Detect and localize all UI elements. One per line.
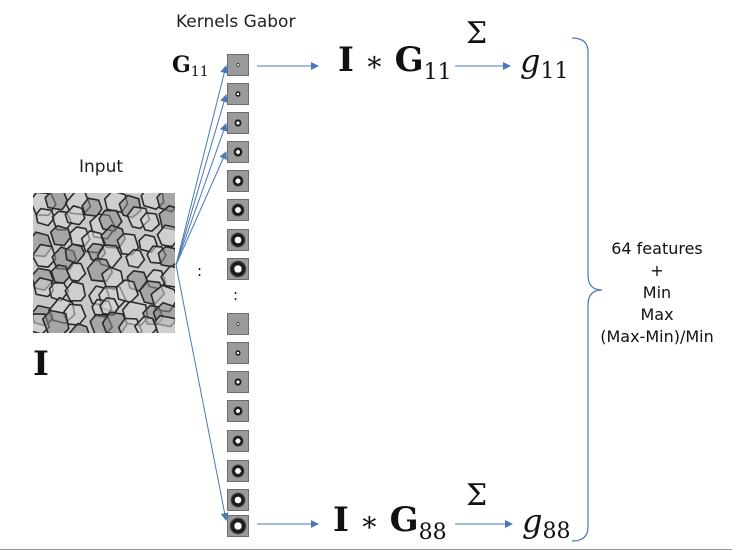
- kernel-pattern: [235, 349, 241, 357]
- kernel-pattern: [236, 62, 240, 68]
- gabor-kernel-icon: [227, 170, 249, 192]
- features-brace: [571, 37, 603, 542]
- features-ratio: (Max-Min)/Min: [600, 327, 714, 346]
- kernel-pattern: [229, 259, 247, 279]
- kernel-pattern: [229, 516, 247, 536]
- input-to-kernel-arrow: [175, 123, 228, 266]
- features-plus: +: [650, 261, 664, 280]
- features-count: 64 features: [611, 239, 703, 258]
- kernel-pattern: [236, 321, 240, 327]
- kernels-title: Kernels Gabor: [176, 12, 296, 32]
- top-sum-symbol: Σ: [466, 16, 488, 51]
- bottom-divider: [0, 549, 732, 550]
- top-convolution: I ∗ G11: [338, 40, 452, 85]
- g11-kernel-label: G11: [172, 52, 209, 80]
- cell-texture-image: [33, 193, 175, 333]
- features-max: Max: [640, 305, 674, 324]
- input-to-kernel-arrow: [175, 94, 228, 266]
- input-to-kernel-arrow: [175, 264, 229, 521]
- input-to-kernel-arrow: [175, 65, 229, 266]
- bottom-sum-symbol: Σ: [466, 478, 488, 513]
- gabor-kernel-icon: [227, 371, 249, 393]
- kernel-pattern: [234, 377, 242, 387]
- gabor-kernel-icon: [227, 430, 249, 452]
- kernel-pattern: [231, 463, 245, 479]
- top-output: g11: [520, 42, 569, 84]
- gabor-kernel-icon: [227, 141, 249, 163]
- features-min: Min: [642, 283, 672, 302]
- gabor-kernel-icon: [227, 229, 249, 251]
- gabor-kernel-icon: [227, 489, 249, 511]
- gabor-kernel-icon: [227, 54, 249, 76]
- bottom-convolution: I ∗ G88: [333, 500, 447, 545]
- input-to-kernel-arrow: [175, 151, 227, 266]
- kernel-pattern: [230, 231, 246, 249]
- bottom-output: g88: [522, 502, 571, 544]
- gabor-kernel-icon: [227, 313, 249, 335]
- kernel-pattern: [235, 90, 241, 98]
- ellipsis-middle: :: [197, 262, 203, 280]
- kernel-pattern: [230, 491, 246, 509]
- kernel-pattern: [233, 405, 243, 417]
- features-summary: 64 features + Min Max (Max-Min)/Min: [590, 238, 724, 348]
- gabor-kernel-icon: [227, 83, 249, 105]
- gabor-kernel-icon: [227, 112, 249, 134]
- kernel-pattern: [233, 146, 243, 158]
- gabor-kernel-icon: [227, 258, 249, 280]
- kernel-pattern: [231, 202, 245, 218]
- kernel-pattern: [232, 174, 244, 188]
- kernel-pattern: [232, 434, 244, 448]
- kernel-pattern: [234, 118, 242, 128]
- gabor-kernel-icon: [227, 342, 249, 364]
- gabor-kernel-icon: [227, 199, 249, 221]
- ellipsis-column: :: [233, 286, 239, 304]
- input-title: Input: [79, 157, 124, 177]
- gabor-kernel-icon: [227, 515, 249, 537]
- gabor-kernel-icon: [227, 400, 249, 422]
- input-symbol: I: [33, 344, 49, 384]
- gabor-kernel-icon: [227, 460, 249, 482]
